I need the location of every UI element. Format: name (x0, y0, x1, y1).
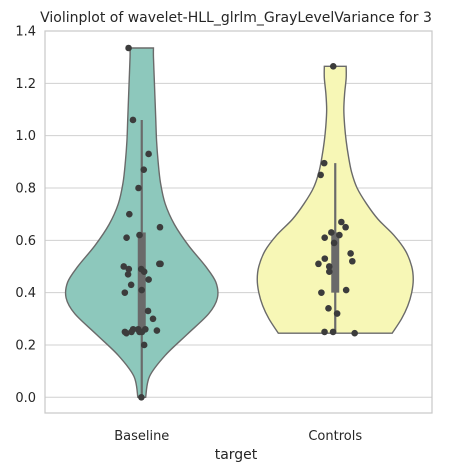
data-point (138, 394, 145, 401)
data-point (129, 116, 137, 124)
data-point (349, 257, 356, 265)
data-point (342, 223, 349, 231)
data-point (329, 63, 337, 70)
data-point (321, 328, 328, 336)
data-point (137, 265, 145, 273)
data-point (123, 234, 130, 241)
data-point (124, 271, 132, 278)
data-point (347, 250, 354, 257)
data-point (138, 286, 145, 294)
data-point (156, 223, 164, 231)
plot-frame (44, 30, 433, 414)
y-tick-label: 1.2 (15, 77, 36, 92)
data-point (149, 315, 157, 323)
y-tick-label: 1.4 (15, 25, 36, 40)
data-point (320, 159, 328, 167)
data-point (125, 265, 133, 273)
data-point (157, 260, 164, 268)
data-point (142, 325, 149, 333)
data-point (121, 289, 129, 296)
data-point (315, 260, 322, 268)
data-point (121, 328, 129, 336)
data-point (140, 166, 148, 173)
data-point (317, 171, 324, 179)
data-point (136, 231, 143, 239)
y-tick-label: 1.0 (15, 129, 36, 144)
data-point (330, 239, 338, 247)
x-axis-title: target (215, 447, 258, 463)
data-point (333, 310, 341, 317)
data-point (328, 229, 335, 236)
plot-area: 0.0 0.2 0.4 0.6 0.8 1.0 1.2 1.4 Baseline Controls (15, 25, 433, 444)
data-point (135, 184, 142, 192)
data-point (126, 210, 133, 218)
data-point (351, 329, 358, 337)
data-point (318, 289, 325, 296)
data-point (127, 281, 135, 289)
x-tick-label: Baseline (114, 429, 169, 444)
y-tick-label: 0.8 (15, 181, 36, 196)
x-tick-label: Controls (308, 429, 362, 444)
y-tick-label: 0.0 (15, 391, 36, 406)
data-point (125, 44, 132, 52)
chart-title: Violinplot of wavelet-HLL_glrlm_GrayLeve… (40, 10, 432, 26)
data-point (145, 150, 152, 158)
data-point (329, 328, 337, 336)
violin-box (137, 232, 146, 332)
data-point (144, 307, 152, 315)
data-point (129, 325, 137, 333)
data-point (325, 305, 332, 312)
data-point (321, 234, 328, 241)
data-point (134, 325, 142, 333)
data-point (120, 263, 128, 270)
data-point (342, 286, 350, 294)
y-tick-label: 0.6 (15, 234, 36, 249)
data-point (338, 218, 345, 226)
data-point (336, 231, 343, 239)
data-point (326, 268, 333, 276)
data-point (145, 276, 152, 283)
data-point (325, 263, 333, 270)
violin-box (331, 232, 340, 293)
data-point (140, 341, 148, 349)
data-point (321, 255, 329, 262)
data-point (153, 327, 161, 334)
y-tick-label: 0.4 (15, 286, 36, 301)
y-tick-label: 0.2 (15, 338, 36, 353)
